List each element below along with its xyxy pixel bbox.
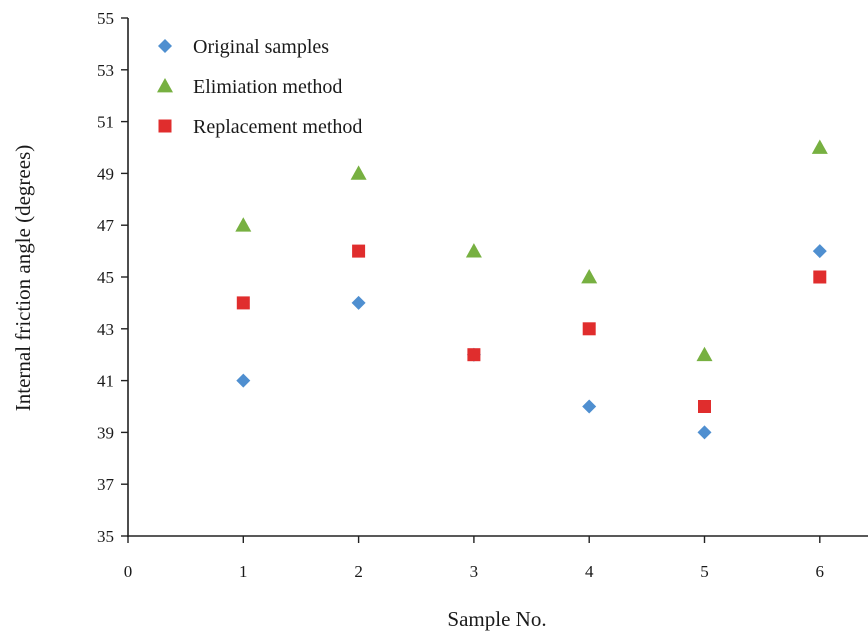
y-tick-label: 55 (97, 9, 114, 28)
data-point-triangle (696, 346, 713, 362)
axes (121, 17, 868, 543)
data-point-square (352, 244, 366, 258)
legend-entry-label: Original samples (193, 36, 329, 58)
data-point-diamond (582, 399, 597, 414)
x-tick-label: 1 (239, 562, 248, 581)
x-axis-title: Sample No. (447, 607, 546, 631)
legend-entry-label: Elimiation method (193, 76, 342, 98)
data-point-diamond (351, 295, 366, 310)
x-tick-label: 5 (700, 562, 709, 581)
data-point-triangle (811, 139, 828, 154)
legend-marker-triangle (157, 78, 173, 93)
y-tick-label: 41 (97, 372, 114, 391)
y-tick-label: 47 (97, 216, 115, 235)
x-tick-label: 3 (470, 562, 479, 581)
data-point-square (698, 400, 711, 413)
data-point-triangle (350, 165, 367, 180)
legend-entry-label: Replacement method (193, 116, 362, 138)
y-tick-label: 37 (97, 475, 115, 494)
y-tick-label: 53 (97, 61, 114, 80)
data-point-triangle (465, 243, 482, 258)
x-tick-label: 2 (354, 562, 363, 581)
data-points (235, 139, 828, 440)
data-point-triangle (235, 217, 252, 232)
data-point-diamond (812, 244, 827, 259)
data-point-diamond (697, 425, 712, 440)
legend-marker-square (158, 119, 172, 133)
x-tick-label: 4 (585, 562, 594, 581)
x-tick-label: 6 (816, 562, 825, 581)
y-tick-label: 49 (97, 164, 114, 183)
data-point-diamond (236, 373, 251, 388)
y-tick-label: 51 (97, 113, 114, 132)
y-tick-label: 39 (97, 423, 114, 442)
legend-marker-diamond (158, 39, 172, 53)
y-axis-title: Internal friction angle (degrees) (11, 145, 35, 411)
data-point-square (236, 296, 250, 310)
y-tick-label: 35 (97, 527, 114, 546)
data-point-square (467, 348, 481, 362)
y-tick-label: 45 (97, 268, 114, 287)
y-tick-label: 43 (97, 320, 114, 339)
data-point-triangle (581, 269, 598, 284)
x-tick-label: 0 (124, 562, 133, 581)
legend: Original samples Elimiation method Replace… (157, 36, 362, 138)
data-point-square (813, 270, 827, 284)
data-point-square (582, 322, 596, 336)
